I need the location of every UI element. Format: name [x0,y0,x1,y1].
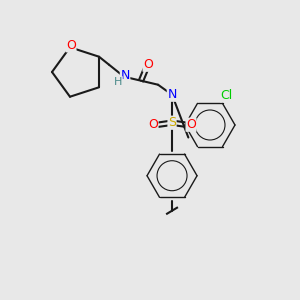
Text: O: O [186,118,196,131]
Text: Cl: Cl [220,89,232,102]
Text: N: N [167,88,177,101]
Text: O: O [143,58,153,71]
Text: O: O [66,39,76,52]
Text: H: H [114,77,122,87]
Text: O: O [148,118,158,131]
Text: S: S [168,116,176,129]
Text: N: N [120,69,130,82]
